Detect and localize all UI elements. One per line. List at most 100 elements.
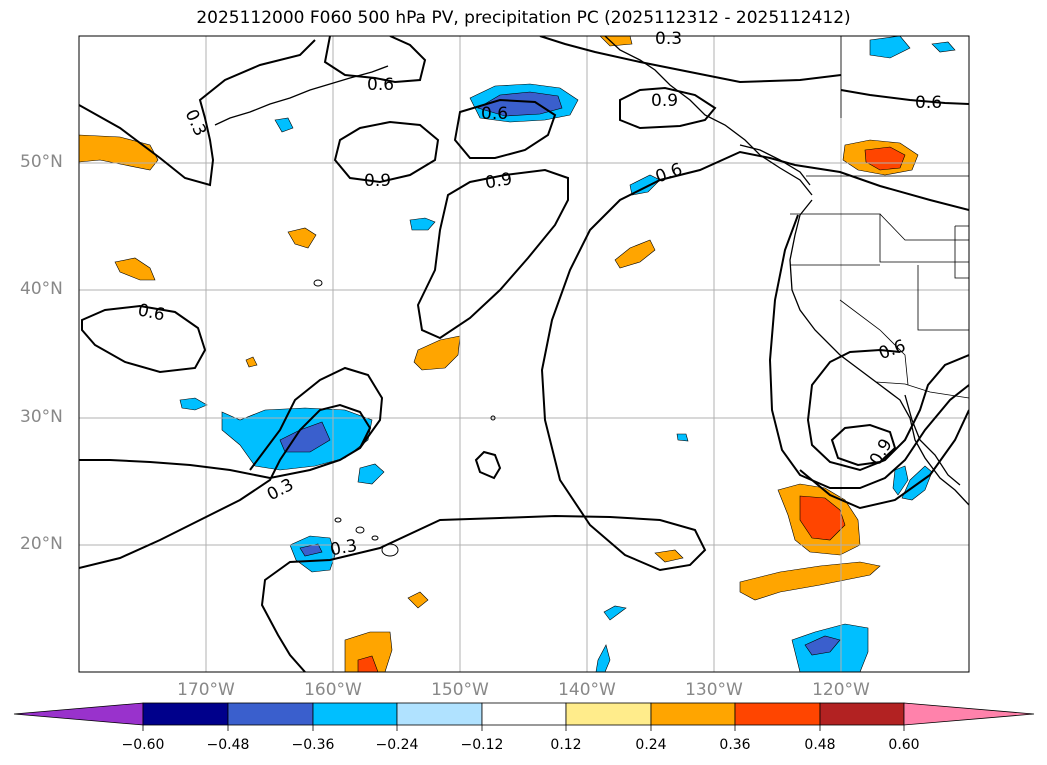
hawaii-island (355, 526, 365, 534)
colorbar-segment (142, 702, 229, 726)
precip-positive-area (413, 335, 461, 371)
colorbar-tick-label: −0.12 (460, 737, 504, 753)
contour-label: 0.6 (136, 300, 167, 325)
precip-negative-area (603, 605, 627, 621)
precip-positive-area (344, 631, 393, 672)
colorbar-tick-label: 0.12 (550, 737, 582, 753)
contour-label: 0.3 (655, 29, 682, 49)
colorbar-segment (481, 702, 567, 726)
pv-contour-line (81, 304, 207, 374)
alaska-coast (214, 65, 389, 126)
precip-positive-area (245, 356, 258, 368)
political-borders (790, 36, 969, 399)
colorbar-segment (734, 702, 821, 726)
contour-label: 0.6 (915, 93, 942, 113)
precip-negative-area (901, 465, 933, 501)
contour-label: 0.6 (481, 104, 508, 124)
colorbar-tick-label: 0.24 (635, 737, 667, 753)
precip-negative-area (179, 397, 208, 411)
lon-label: 170°W (177, 680, 235, 700)
us-state-border (917, 265, 969, 331)
lon-label: 130°W (685, 680, 743, 700)
us-state-border (879, 213, 969, 241)
us-state-border (954, 225, 969, 279)
colorbar-segment (819, 702, 905, 726)
colorbar-tick-label: −0.60 (121, 737, 165, 753)
pv-contour-line (416, 168, 569, 340)
lat-label: 20°N (20, 534, 63, 554)
colorbar-segment (227, 702, 314, 726)
pv-contour-line (323, 36, 427, 84)
colorbar-tick-label: −0.36 (291, 737, 335, 753)
pv-contour-line (619, 86, 717, 130)
pv-contour-line (79, 39, 316, 187)
contour-label: 0.6 (876, 336, 908, 364)
colorbar-segment (650, 702, 736, 726)
small-island (490, 415, 496, 421)
contour-label: 0.9 (364, 171, 391, 191)
colorbar-tick-label: −0.48 (206, 737, 250, 753)
precip-fills (79, 36, 956, 672)
pv-contour-line (260, 150, 969, 672)
precip-negative-area (595, 644, 611, 672)
colorbar-segment (565, 702, 652, 726)
precip-positive-area (287, 227, 317, 249)
lat-label: 50°N (20, 152, 63, 172)
pv-contour-line (539, 36, 842, 84)
us-mexico-border (875, 381, 969, 399)
colorbar-segment (312, 702, 398, 726)
colorbar-tick-label: −0.24 (375, 737, 419, 753)
chart-title: 2025112000 F060 500 hPa PV, precipitatio… (196, 8, 851, 28)
north-america-west-coast (789, 199, 969, 506)
baja-peninsula (904, 394, 961, 486)
colorbar-tick-label: 0.48 (804, 737, 836, 753)
pv-contour-line (830, 423, 897, 467)
pv-contour-line (840, 89, 969, 105)
lon-label: 140°W (558, 680, 616, 700)
precip-positive-area (407, 591, 429, 609)
precip-negative-area (804, 635, 841, 656)
pv-contour-line (79, 403, 372, 569)
contour-label: 0.9 (651, 91, 678, 111)
lon-label: 120°W (812, 680, 870, 700)
precip-negative-area (274, 117, 294, 133)
contour-label: 0.6 (653, 159, 685, 187)
pv-contour-line (333, 120, 440, 184)
hawaii-island (371, 535, 379, 541)
precip-positive-area (79, 134, 159, 171)
hawaii-island (334, 517, 342, 523)
small-island (313, 279, 323, 287)
lat-label: 30°N (20, 407, 63, 427)
graticule (79, 36, 969, 672)
precip-negative-area (892, 465, 909, 496)
precip-negative-area (869, 36, 911, 59)
pv-contours (79, 36, 969, 672)
islands (313, 279, 496, 557)
us-state-border (839, 299, 909, 386)
us-state-border (790, 213, 969, 263)
precip-positive-area (357, 655, 379, 672)
precip-positive-area (599, 36, 633, 47)
colorbar-extend-min (13, 702, 144, 726)
contour-label: 0.9 (484, 169, 514, 193)
precip-positive-area (654, 549, 684, 563)
precip-positive-area (614, 239, 656, 269)
colorbar (13, 702, 1035, 731)
precip-negative-area (409, 217, 436, 231)
pv-contour-line (453, 98, 557, 159)
pv-contour-line (799, 409, 969, 510)
precip-negative-area (676, 433, 689, 442)
precip-positive-area (114, 257, 156, 281)
pv-contour-line (806, 348, 969, 472)
precip-negative-area (931, 41, 956, 53)
lon-label: 150°W (431, 680, 489, 700)
precip-positive-area (739, 561, 881, 601)
contour-label: 0.6 (367, 75, 394, 95)
map-frame (78, 35, 970, 673)
colorbar-extend-max (903, 702, 1035, 726)
precip-negative-area (477, 91, 563, 117)
contour-label: 0.3 (329, 536, 359, 560)
colorbar-segment (396, 702, 483, 726)
lon-label: 160°W (304, 680, 362, 700)
